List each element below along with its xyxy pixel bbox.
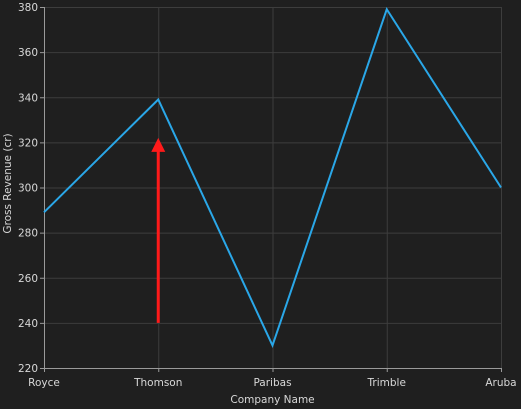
grid	[44, 7, 502, 368]
y-tick-label: 260	[18, 273, 38, 285]
x-axis-title: Company Name	[230, 394, 314, 406]
y-tick-label: 220	[18, 363, 38, 375]
annotation-layer	[151, 137, 166, 323]
annotation-arrow-head	[151, 137, 166, 152]
x-tick-label: Trimble	[367, 377, 406, 389]
y-tick-label: 240	[18, 318, 38, 330]
axes: 220 240 260 280 300 320 340 360 380 Royce Thomson P…	[18, 2, 517, 389]
y-tick-label: 380	[18, 2, 38, 14]
y-tick-label: 320	[18, 137, 38, 149]
y-tick-label: 300	[18, 183, 38, 195]
y-tick-label: 360	[18, 47, 38, 59]
series-layer	[43, 6, 502, 349]
y-tick-label: 340	[18, 92, 38, 104]
x-tick-label: Royce	[28, 377, 60, 389]
y-axis-title: Gross Revenue (cr)	[2, 133, 14, 233]
y-tick-label: 280	[18, 228, 38, 240]
x-tick-label: Thomson	[133, 377, 182, 389]
x-tick-label: Aruba	[485, 377, 516, 389]
x-tick-label: Paribas	[253, 377, 291, 389]
